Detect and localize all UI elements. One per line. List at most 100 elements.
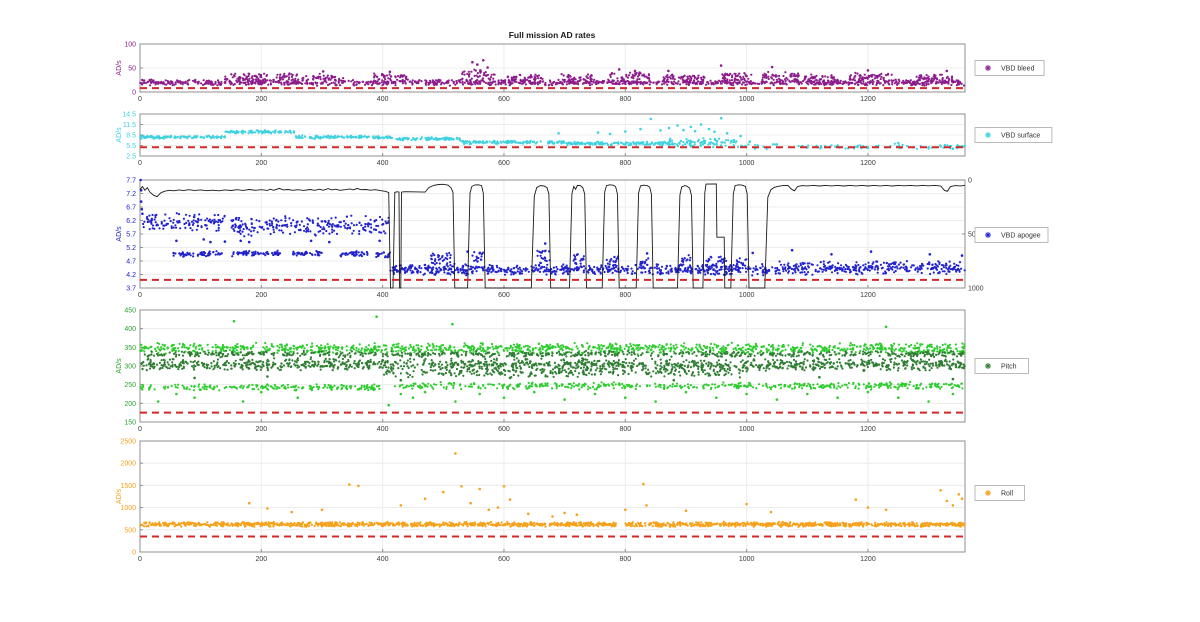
x-tick-label: 600: [498, 96, 510, 103]
x-tick-label: 0: [138, 556, 142, 563]
gridlines: [140, 44, 965, 92]
x-tick-label: 1000: [739, 556, 755, 563]
y-tick-label: 8.5: [126, 133, 136, 140]
pitch-dark-points: [140, 349, 966, 382]
y-tick-labels: 3.7 4.2 4.7 5.2 5.7 6.2 6.7 7.2 7.7: [126, 178, 143, 293]
legend-marker-asterisk: [985, 232, 991, 238]
legend-label: Roll: [1001, 491, 1014, 498]
legend-vbd-apogee: VBD apogee: [974, 227, 1049, 243]
y-tick-label: 250: [124, 382, 136, 389]
y-tick-labels: 150 200 250 300 350 400 450: [124, 308, 143, 427]
legend-label: VBD apogee: [1001, 233, 1041, 240]
x-tick-label: 1200: [860, 556, 876, 563]
x-tick-label: 1200: [860, 160, 876, 167]
y-tick-label: 5.2: [126, 245, 136, 252]
x-tick-label: 1000: [739, 292, 755, 299]
y-tick-label: 4.7: [126, 259, 136, 266]
x-tick-label: 200: [255, 160, 267, 167]
roll-points: [140, 452, 966, 529]
right-y-tick-labels: 0 500 1000: [962, 178, 984, 293]
y-tick-label: 7.2: [126, 191, 136, 198]
x-tick-labels: 0 200 400 600 800 1000 1200: [138, 285, 876, 299]
x-tick-label: 0: [138, 160, 142, 167]
legend-label: VBD bleed: [1001, 66, 1035, 73]
legend-marker-asterisk: [985, 132, 991, 138]
y-axis-label: AD/s: [116, 60, 123, 76]
y-tick-label: 1500: [120, 483, 136, 490]
gridlines: [140, 114, 965, 156]
axes-box: [139, 440, 966, 553]
y-tick-label: 2000: [120, 461, 136, 468]
legend-box: [974, 485, 1025, 501]
legend-roll: Roll: [974, 485, 1025, 501]
x-tick-label: 1200: [860, 426, 876, 433]
y-tick-label: 1000: [120, 505, 136, 512]
y-tick-labels: 0 500 1000 1500 2000 2500: [120, 439, 143, 557]
legend-marker-asterisk: [985, 490, 991, 496]
legend-marker-asterisk: [985, 65, 991, 71]
x-tick-label: 1200: [860, 292, 876, 299]
x-tick-label: 0: [138, 426, 142, 433]
right-y-tick-label: 1000: [968, 286, 984, 293]
x-tick-label: 200: [255, 292, 267, 299]
legend-box: [974, 227, 1049, 243]
x-tick-label: 200: [255, 556, 267, 563]
y-tick-label: 3.7: [126, 286, 136, 293]
x-tick-label: 600: [498, 160, 510, 167]
roll-subplot: 0 500 1000 1500 2000 2500 0 200 400 600 800 1000 120…: [116, 439, 1025, 563]
vbd-bleed-points: [139, 59, 966, 87]
legend-box: [974, 358, 1029, 374]
gridlines: [140, 441, 965, 552]
y-axis-label: AD/s: [116, 226, 123, 242]
y-tick-label: 0: [132, 90, 136, 97]
legend-box: [974, 127, 1053, 143]
legend-vbd-surface: VBD surface: [974, 127, 1053, 143]
y-tick-label: 2500: [120, 439, 136, 446]
vbd-surface-points: [139, 116, 967, 151]
vbd-apogee-subplot: 3.7 4.2 4.7 5.2 5.7 6.2 6.7 7.2 7.7 0 200 400 600 800…: [116, 178, 1049, 299]
vbd-apogee-points: [139, 178, 966, 277]
legend-box: [974, 60, 1045, 76]
y-tick-label: 400: [124, 326, 136, 333]
x-tick-label: 600: [498, 292, 510, 299]
legend-label: Pitch: [1001, 364, 1017, 371]
x-tick-label: 400: [377, 96, 389, 103]
y-tick-label: 0: [132, 550, 136, 557]
x-tick-label: 800: [619, 292, 631, 299]
right-y-tick-label: 0: [968, 178, 972, 185]
y-axis-label: AD/s: [116, 127, 123, 143]
y-axis-label: AD/s: [116, 488, 123, 504]
y-axis-label: AD/s: [116, 358, 123, 374]
x-tick-label: 600: [498, 556, 510, 563]
y-tick-label: 150: [124, 420, 136, 427]
depth-line: [139, 183, 966, 289]
legend-marker-asterisk: [985, 363, 991, 369]
y-tick-label: 350: [124, 345, 136, 352]
x-tick-label: 400: [377, 292, 389, 299]
x-tick-label: 200: [255, 426, 267, 433]
y-tick-label: 300: [124, 364, 136, 371]
legend-pitch: Pitch: [974, 358, 1029, 374]
x-tick-labels: 0 200 400 600 800 1000 1200: [138, 153, 876, 167]
x-tick-label: 800: [619, 426, 631, 433]
y-tick-label: 4.2: [126, 272, 136, 279]
y-tick-label: 500: [124, 527, 136, 534]
y-tick-labels: 2.5 5.5 8.5 11.5 14.5: [122, 112, 143, 161]
y-tick-label: 100: [124, 42, 136, 49]
x-tick-label: 1000: [739, 160, 755, 167]
x-tick-label: 0: [138, 292, 142, 299]
x-tick-label: 400: [377, 160, 389, 167]
y-tick-label: 2.5: [126, 154, 136, 161]
pitch-subplot: 150 200 250 300 350 400 450 0 200 400 600 800 1000 12…: [116, 308, 1029, 433]
figure-title: Full mission AD rates: [509, 30, 596, 40]
y-tick-label: 5.7: [126, 232, 136, 239]
x-tick-label: 800: [619, 160, 631, 167]
y-tick-label: 11.5: [123, 122, 136, 129]
x-tick-label: 800: [619, 556, 631, 563]
x-tick-label: 600: [498, 426, 510, 433]
x-tick-label: 400: [377, 556, 389, 563]
